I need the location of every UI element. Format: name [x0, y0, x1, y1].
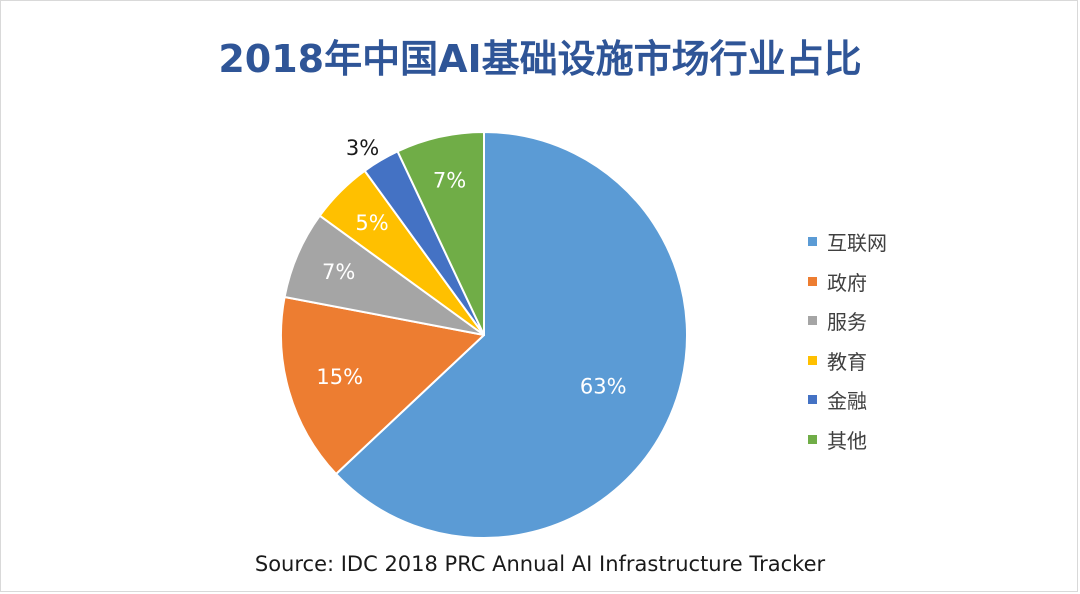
- legend-label: 政府: [827, 270, 867, 295]
- legend-swatch: [808, 237, 817, 247]
- chart-title: 2018年中国AI基础设施市场行业占比: [218, 37, 862, 81]
- data-label-government: 15%: [316, 365, 363, 389]
- pie-slice-other: [396, 131, 485, 336]
- pie-slice-internet: [335, 131, 689, 539]
- data-label-education: 5%: [355, 211, 388, 235]
- legend-item-government: 政府: [808, 262, 928, 302]
- legend-item-internet: 互联网: [808, 222, 928, 262]
- data-label-internet: 63%: [580, 375, 627, 399]
- legend-label: 其他: [827, 428, 867, 453]
- legend-swatch: [808, 316, 817, 326]
- data-label-other: 7%: [433, 169, 466, 193]
- legend-swatch: [808, 276, 817, 286]
- legend-swatch: [808, 434, 817, 444]
- legend-swatch: [808, 355, 817, 365]
- legend-label: 服务: [827, 310, 867, 335]
- legend-item-finance: 金融: [808, 380, 928, 420]
- source-note: Source: IDC 2018 PRC Annual AI Infrastru…: [254, 552, 826, 576]
- pie-slice-government: [280, 295, 485, 475]
- legend-swatch: [808, 395, 817, 405]
- pie-slices: [280, 131, 689, 539]
- data-label-finance: 3%: [346, 136, 379, 160]
- legend-item-services: 服务: [808, 301, 928, 341]
- legend-label: 互联网: [827, 231, 887, 256]
- legend-item-education: 教育: [808, 341, 928, 381]
- legend-label: 金融: [827, 389, 867, 414]
- chart-legend: 互联网 政府 服务 教育 金融 其他: [808, 222, 928, 459]
- pie-labels: 63% 15% 7% 5% 3% 7%: [316, 136, 626, 399]
- data-label-services: 7%: [322, 260, 355, 284]
- legend-item-other: 其他: [808, 420, 928, 460]
- legend-label: 教育: [827, 349, 867, 374]
